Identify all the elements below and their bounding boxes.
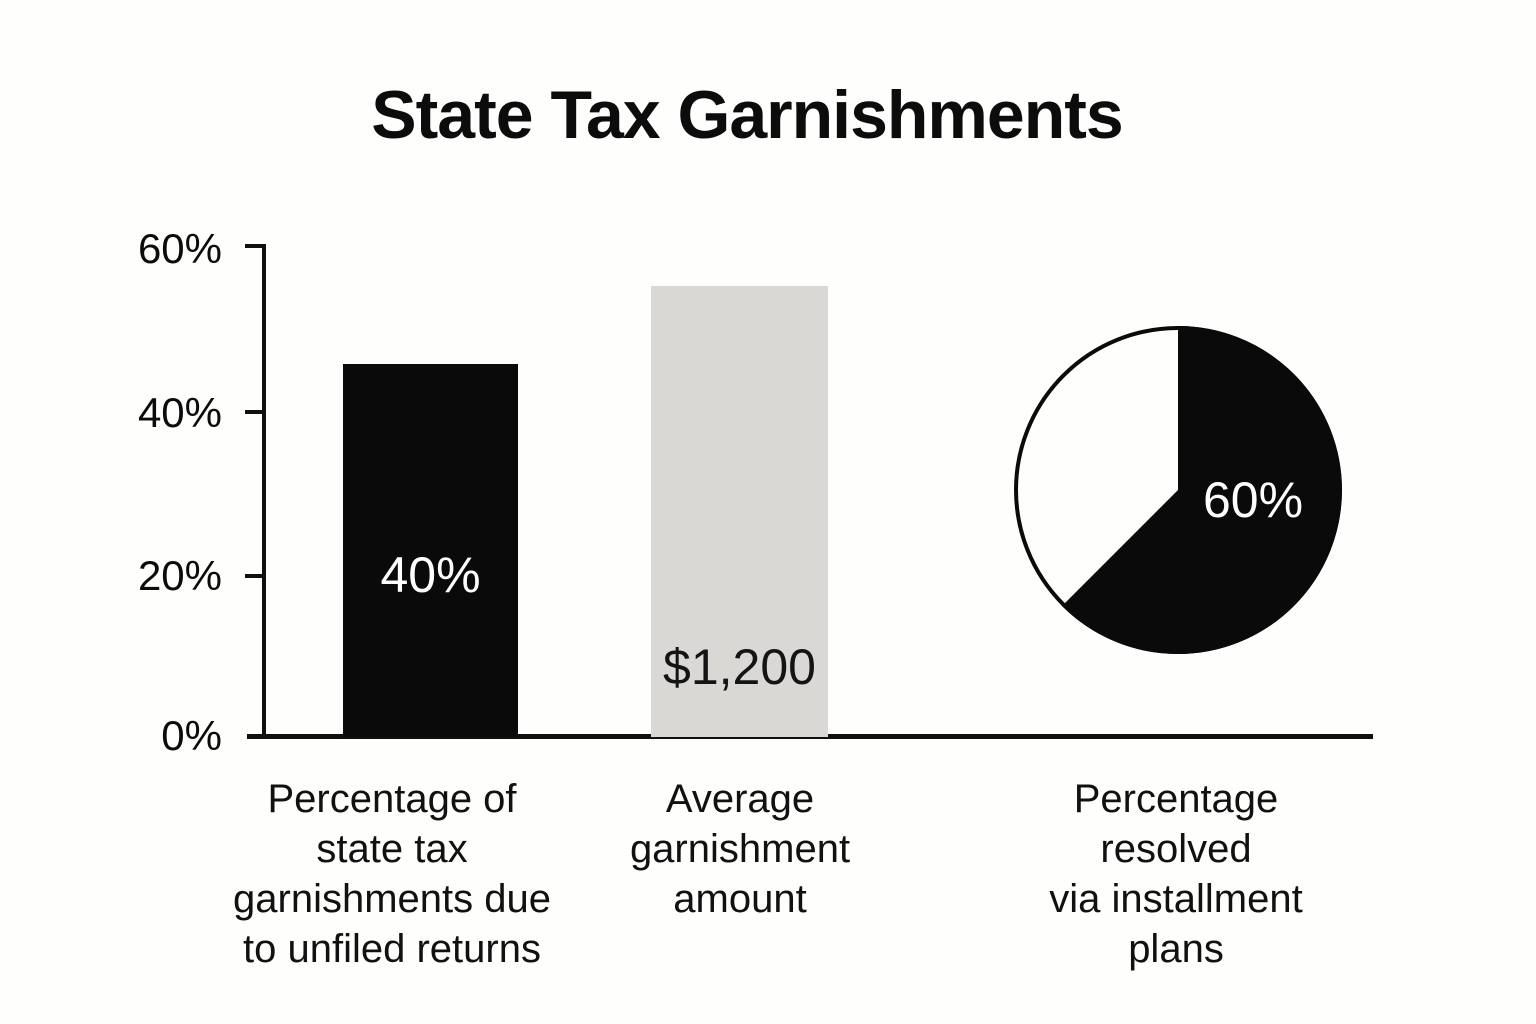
y-tick-40-icon <box>245 410 265 414</box>
y-axis-line <box>262 244 266 738</box>
category-label-average-garnishment: Average garnishment amount <box>629 777 851 921</box>
pie-value-label: 60% <box>1202 472 1304 528</box>
bar-value-label: $1,200 <box>663 639 816 696</box>
category-label-installment-plans: Percentage resolved via installment plan… <box>1049 777 1303 971</box>
y-axis-label-60: 60% <box>137 225 222 272</box>
pie-filled-slice <box>1062 326 1342 654</box>
y-axis-label-0: 0% <box>161 712 222 759</box>
y-axis-label-20: 20% <box>137 552 222 599</box>
pie-installment-plans: 60% <box>1014 326 1342 654</box>
bar-unfiled-returns: 40% <box>343 364 518 737</box>
bar-value-label: 40% <box>380 546 481 603</box>
y-tick-20-icon <box>245 574 265 578</box>
y-axis-label-40: 40% <box>137 389 222 436</box>
y-tick-60-icon <box>245 244 265 248</box>
pie-chart-svg <box>1014 326 1342 654</box>
category-label-unfiled-returns: Percentage of state tax garnishments due… <box>233 777 551 971</box>
bar-average-garnishment: $1,200 <box>651 286 828 737</box>
chart-title: State Tax Garnishments <box>371 77 1123 153</box>
